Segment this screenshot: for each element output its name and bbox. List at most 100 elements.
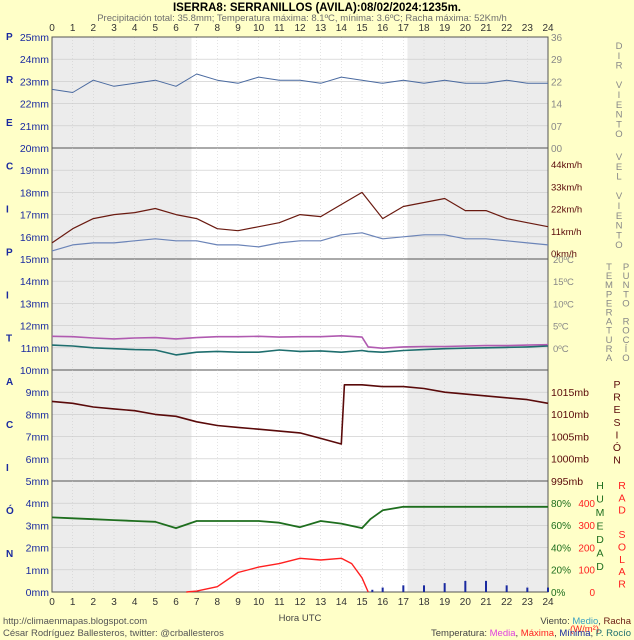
wind-speed-label: 0km/h [551,249,577,260]
precip-axis-label: 10mm [20,365,49,377]
hour-label: 18 [418,23,430,34]
hour-label: 19 [439,23,451,34]
precip-axis-label: 0mm [26,587,50,599]
precip-axis-label: 17mm [20,210,49,222]
precip-axis-label: 22mm [20,99,49,111]
temperature-label: 15ºC [553,277,574,288]
precip-axis-label: 13mm [20,298,49,310]
precip-axis-label: 12mm [20,321,49,333]
legend-viento-racha: Racha [604,616,632,627]
series-temp-mean [51,334,549,350]
title-humedad: D [596,561,604,573]
night-shade [52,37,192,592]
solar-label: 400 [578,499,595,510]
precip-axis-label: 5mm [26,476,50,488]
hour-label: 14 [336,597,348,608]
title-dir-viento: N [616,110,623,121]
title-humedad: U [596,494,604,506]
title-punto-rocio: Í [625,344,628,355]
hour-label: 5 [153,597,159,608]
title-rad-solar: A [618,566,625,578]
series-pressure [51,383,549,445]
hour-label: 12 [294,23,306,34]
humidity-label: 20% [551,566,571,577]
title-humedad: A [596,548,603,560]
blog-link[interactable]: http://climaenmapas.blogspot.com [3,616,147,627]
solar-label: 200 [578,543,595,554]
hour-label: 5 [153,23,159,34]
title-presion: I [616,429,619,441]
hour-label: 17 [398,597,410,608]
title-presion: N [613,455,621,467]
vertical-letter: C [6,420,13,431]
precip-axis-label: 9mm [26,387,50,399]
title-temperatura: R [606,344,613,355]
title-dir-viento: I [618,90,621,101]
hour-label: 4 [132,597,138,608]
precip-axis-label: 25mm [20,32,49,44]
precip-axis-label: 24mm [20,54,49,66]
vertical-letter: R [6,75,14,86]
title-rad-solar: O [618,542,626,554]
title-vel-viento: N [616,221,623,232]
wind-dir-label: 14 [551,100,563,111]
title-rad-solar: L [619,554,625,566]
hour-label: 8 [215,597,221,608]
hour-label: 18 [418,597,430,608]
title-dir-viento: I [618,51,621,62]
hour-label: 10 [253,597,265,608]
title-dir-viento: D [616,41,623,52]
wind-speed-label: 33km/h [551,182,582,193]
pressure-label: 995mb [551,476,583,488]
title-dir-viento: O [615,129,622,140]
grid-lines [51,36,549,593]
hour-label: 0 [49,597,55,608]
vertical-letter: E [6,118,13,129]
precip-axis-label: 1mm [26,565,50,577]
hour-label: 23 [522,597,534,608]
precip-axis-label: 7mm [26,432,50,444]
title-presion: R [613,392,621,404]
precip-bar [547,587,549,592]
title-punto-rocio: T [623,289,629,300]
hour-label: 9 [235,597,241,608]
title-punto-rocio: O [622,353,629,364]
pressure-label: 1005mb [551,431,589,443]
hour-ticks-bottom: 0 1 2 3 4 5 6 7 8 9 10 11 12 13 14 15 16 17 18 19 20 21 22 23 24 [49,597,554,608]
data-series [51,73,549,593]
title-punto-rocio: P [623,262,629,273]
hour-label: 4 [132,23,138,34]
wind-legend: Viento: Medio, Racha [540,616,631,627]
hour-label: 3 [111,23,117,34]
wind-dir-label: 00 [551,144,563,155]
title-temperatura: A [606,317,613,328]
title-vel-viento: O [615,240,622,251]
title-rad-solar: R [618,480,626,492]
wind-dir-label: 22 [551,77,563,88]
title-rad-solar: A [618,492,625,504]
wind-dir-label: 36 [551,33,563,44]
precipitacion-vertical-label: P R E C I P I T A C I Ó N [6,32,14,560]
precip-axis-label: 19mm [20,165,49,177]
title-humedad: E [596,521,603,533]
hour-label: 7 [194,23,200,34]
legend-temp-maxima: Máxima [521,628,555,639]
precip-bar [381,587,384,592]
hour-label: 16 [377,23,389,34]
title-humedad: D [596,534,604,546]
hour-label: 20 [460,23,472,34]
title-temperatura: T [606,262,612,273]
precip-bar [402,585,405,592]
title-temperatura: E [606,271,612,282]
precip-axis-label: 20mm [20,143,49,155]
series-wind-gust [51,191,549,244]
vertical-letter: T [6,334,12,345]
title-temperatura: U [606,335,613,346]
hour-label: 3 [111,597,117,608]
precip-bar [485,580,487,592]
hour-label: 21 [480,23,492,34]
series-wind-direction [51,73,548,93]
hour-label: 16 [377,597,389,608]
title-vel-viento: T [616,230,622,241]
